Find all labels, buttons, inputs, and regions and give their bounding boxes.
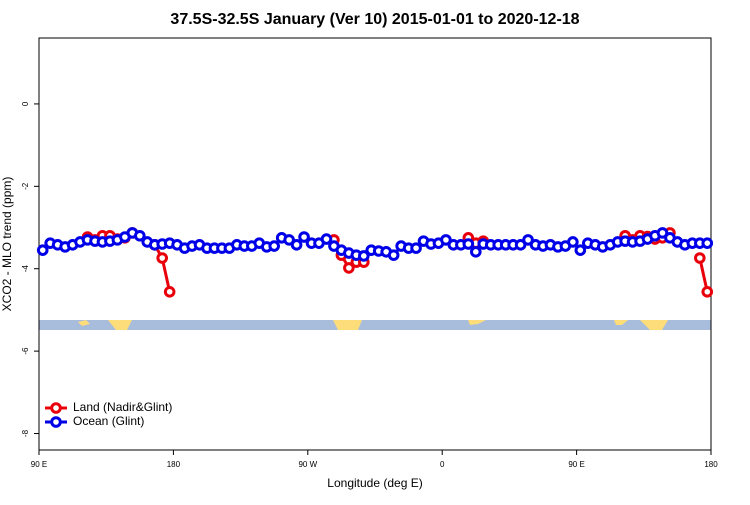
data-point	[574, 244, 587, 256]
y-tick-label: -4	[21, 265, 30, 273]
data-point	[694, 252, 706, 264]
series-line	[153, 244, 172, 293]
legend-marker	[50, 402, 62, 414]
x-tick-label: 90 E	[31, 460, 47, 469]
data-point	[440, 234, 452, 246]
data-point	[283, 234, 295, 246]
y-tick-label: -8	[21, 429, 30, 437]
y-tick-label: -2	[21, 182, 30, 190]
data-point	[36, 244, 49, 256]
data-point	[298, 231, 310, 243]
data-point	[343, 262, 355, 274]
x-tick-label: 90 E	[568, 460, 584, 469]
data-point	[522, 234, 534, 246]
map-strip	[39, 320, 711, 330]
data-point	[358, 250, 370, 262]
data-point	[320, 233, 333, 245]
legend-marker	[50, 416, 62, 428]
chart-title: 37.5S-32.5S January (Ver 10) 2015-01-01 …	[170, 11, 579, 28]
legend-label: Land (Nadir&Glint)	[73, 400, 172, 414]
x-axis-label: Longitude (deg E)	[327, 476, 422, 490]
x-tick-label: 90 W	[298, 460, 317, 469]
data-point	[656, 227, 669, 239]
data-point	[268, 240, 281, 252]
y-tick-label: -6	[21, 347, 30, 355]
y-axis-label: XCO2 - MLO trend (ppm)	[0, 177, 14, 312]
data-point	[156, 252, 168, 264]
data-point	[701, 285, 714, 298]
data-point	[462, 238, 475, 250]
data-point	[514, 239, 527, 251]
x-tick-label: 180	[704, 460, 718, 469]
data-point	[387, 249, 400, 261]
y-tick-label: 0	[21, 101, 30, 106]
data-point	[567, 236, 579, 248]
data-point	[470, 246, 482, 258]
x-tick-label: 0	[440, 460, 445, 469]
data-point	[701, 237, 714, 249]
data-point	[163, 285, 176, 298]
x-tick-label: 180	[167, 460, 181, 469]
data-point	[134, 229, 146, 242]
legend-label: Ocean (Glint)	[73, 414, 144, 428]
data-point	[290, 239, 303, 251]
data-point	[410, 242, 422, 254]
